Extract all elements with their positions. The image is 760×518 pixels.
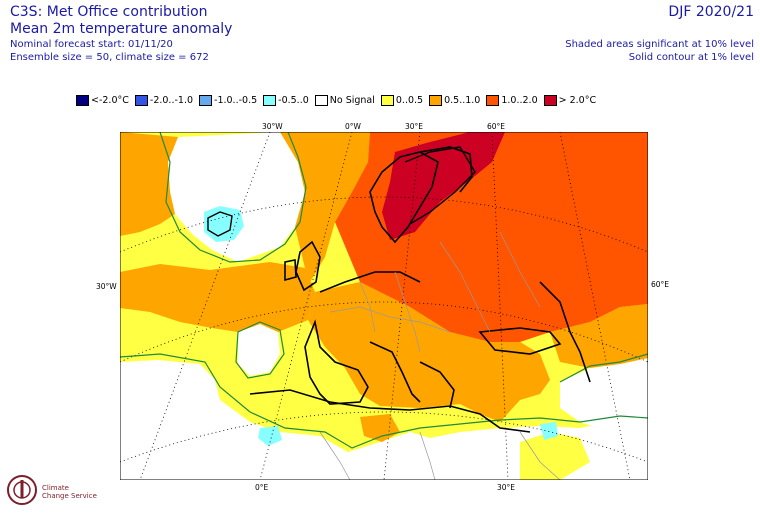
significance-contours [119, 131, 649, 449]
anomaly-map [119, 131, 649, 481]
legend-item: 1.0..2.0 [486, 94, 538, 106]
legend-swatch [429, 94, 443, 106]
anomaly-region-0.5-1.0 [550, 304, 648, 368]
legend-swatch [263, 94, 277, 106]
contour-note: Solid contour at 1% level [628, 52, 754, 63]
legend-item: 0..0.5 [380, 94, 424, 106]
anomaly-region-0.5-1.0 [120, 132, 178, 236]
legend-item: 0.5..1.0 [429, 94, 481, 106]
legend-label: > 2.0°C [558, 94, 597, 106]
country-borders [319, 231, 561, 481]
legend-swatch [486, 94, 500, 106]
legend: <-2.0°C -2.0..-1.0 -1.0..-0.5 -0.5..0 No… [76, 93, 602, 107]
season-label: DJF 2020/21 [668, 4, 754, 20]
anomaly-region-0.5-1.0 [360, 414, 400, 442]
coastline [249, 146, 591, 433]
legend-swatch [380, 94, 394, 106]
legend-item: <-2.0°C [76, 94, 129, 106]
axis-label-bottom: 30°E [497, 483, 516, 492]
logo-line2: Change Service [42, 492, 97, 500]
legend-label: 0.5..1.0 [444, 94, 481, 106]
no-signal-region [238, 324, 280, 376]
no-signal-region [168, 132, 305, 262]
legend-swatch [76, 94, 89, 106]
significance-note: Shaded areas significant at 10% level [565, 39, 754, 50]
axis-label-top: 30°W [262, 122, 283, 131]
legend-item: -0.5..0 [263, 94, 309, 106]
axis-label-top: 60°E [487, 122, 506, 131]
legend-label: <-2.0°C [91, 94, 129, 106]
axis-label-bottom: 0°E [255, 483, 269, 492]
copernicus-logo: Climate Change Service [4, 470, 114, 516]
legend-label: 1.0..2.0 [501, 94, 538, 106]
axis-label-left: 30°W [96, 282, 117, 291]
header-right: DJF 2020/21 . Shaded areas significant a… [565, 4, 754, 64]
legend-item: -2.0..-1.0 [134, 94, 194, 106]
legend-item: -1.0..-0.5 [199, 94, 258, 106]
no-signal-region [560, 358, 648, 432]
ensemble-size: Ensemble size = 50, climate size = 672 [10, 52, 209, 63]
map-svg [119, 131, 649, 481]
legend-label: -2.0..-1.0 [149, 94, 194, 106]
legend-swatch [314, 94, 328, 106]
anomaly-region-0.5-1.0 [120, 262, 315, 332]
legend-swatch [543, 94, 557, 106]
anomaly-region-0-0.5 [520, 432, 590, 480]
anomaly-region-minus0.5-0 [540, 422, 558, 440]
climate-service-logo-icon [7, 475, 37, 505]
graticule [119, 131, 649, 481]
one-percent-contours [207, 146, 476, 237]
legend-label: 0..0.5 [395, 94, 424, 106]
logo-text: Climate Change Service [42, 484, 97, 500]
chart-title: C3S: Met Office contribution [10, 4, 208, 20]
legend-swatch [199, 94, 213, 106]
forecast-start: Nominal forecast start: 01/11/20 [10, 39, 173, 50]
chart-subtitle: Mean 2m temperature anomaly [10, 21, 233, 37]
logo-line1: Climate [42, 484, 69, 492]
no-signal-region [120, 360, 648, 480]
legend-label: -1.0..-0.5 [214, 94, 258, 106]
axis-label-top: 30°E [405, 122, 424, 131]
header-left: C3S: Met Office contribution Mean 2m tem… [10, 4, 232, 64]
legend-label: No Signal [329, 94, 375, 106]
legend-item: No Signal [314, 94, 375, 106]
legend-label: -0.5..0 [278, 94, 309, 106]
legend-swatch [134, 94, 148, 106]
anomaly-region-minus0.5-0 [258, 426, 282, 446]
anomaly-region-0.5-1.0 [280, 132, 370, 282]
axis-label-top: 0°W [345, 122, 361, 131]
axis-label-right: 60°E [651, 280, 670, 289]
legend-item: > 2.0°C [543, 94, 597, 106]
